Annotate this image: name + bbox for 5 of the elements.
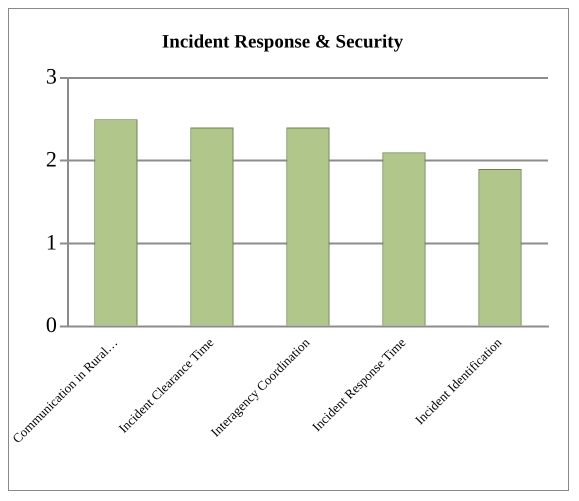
y-tick-label: 0 [46,312,57,338]
y-tick-label: 1 [46,229,57,254]
y-tick-label: 2 [46,146,57,172]
y-tick-label: 3 [46,64,57,89]
chart-title: Incident Response & Security [162,31,404,52]
